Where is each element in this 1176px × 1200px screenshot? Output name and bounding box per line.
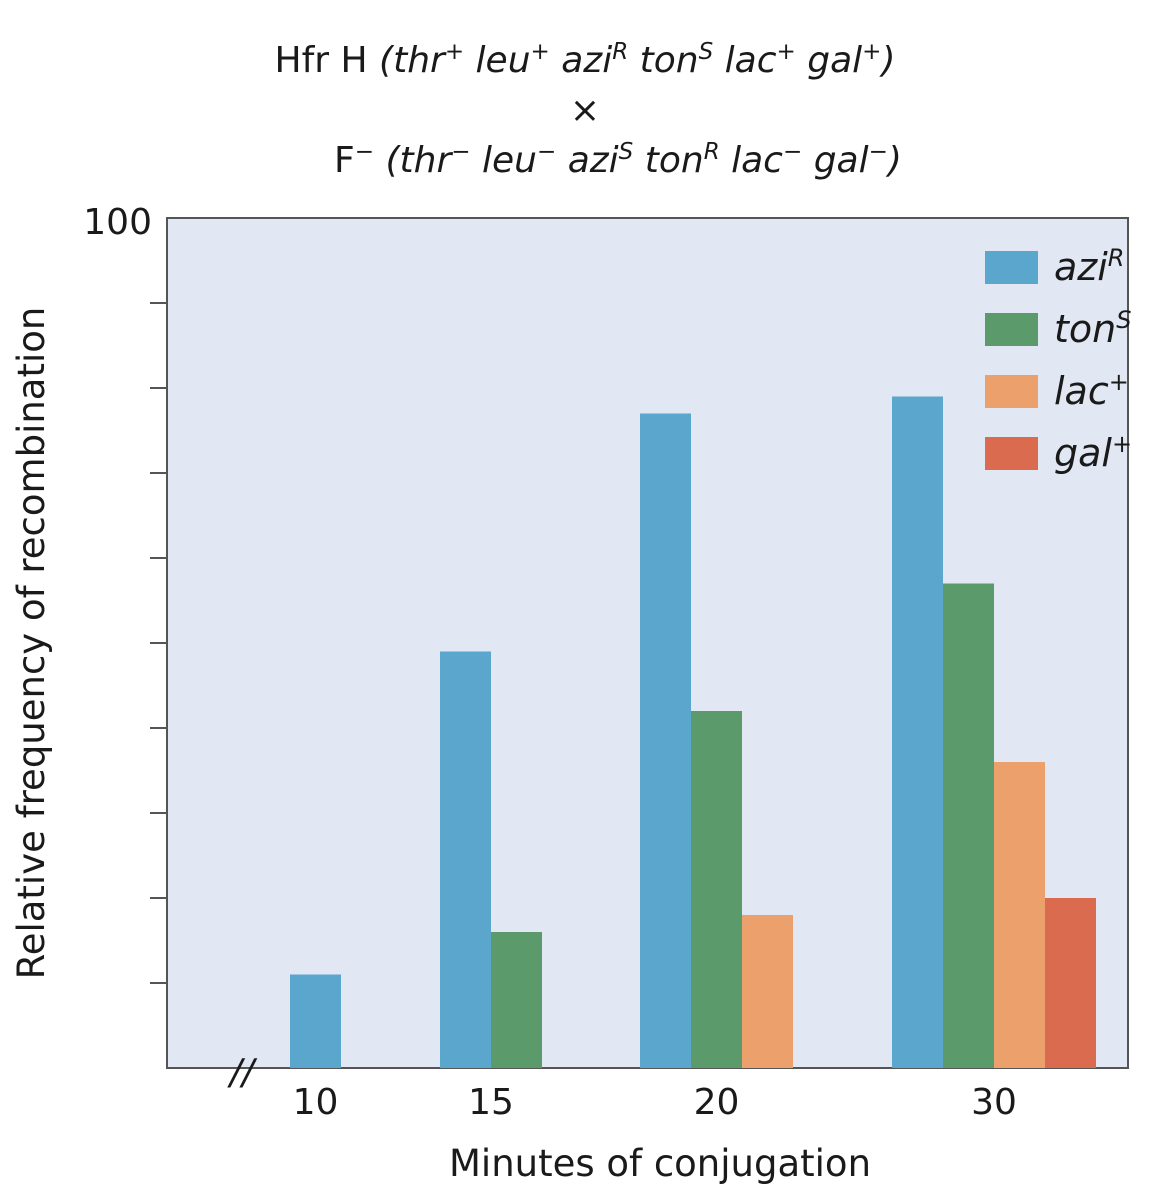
legend-label-gal: gal+: [1054, 430, 1132, 475]
legend-label-lac: lac+: [1054, 368, 1129, 413]
bars-group: [290, 396, 1096, 1068]
title-line-f-minus: F− (thr− leu− aziS tonR lac− gal−): [334, 139, 902, 181]
legend-swatch-azi: [985, 251, 1038, 284]
x-tick-label-30: 30: [971, 1082, 1017, 1123]
bar-azi-30: [892, 396, 943, 1068]
x-axis-tick-labels: 10 15 20 30: [293, 1082, 1017, 1123]
bar-ton-15: [491, 932, 542, 1068]
x-tick-label-20: 20: [694, 1082, 740, 1123]
legend-swatch-gal: [985, 437, 1038, 470]
axis-break-mark: //: [227, 1052, 258, 1093]
legend-label-azi: aziR: [1054, 244, 1124, 289]
legend-swatch-lac: [985, 375, 1038, 408]
x-tick-label-15: 15: [468, 1082, 514, 1123]
legend: aziR tonS lac+ gal+: [985, 244, 1132, 475]
bar-ton-20: [691, 711, 742, 1068]
bar-ton-30: [943, 583, 994, 1068]
title-line-hfr: Hfr H (thr+ leu+ aziR tonS lac+ gal+): [275, 39, 896, 81]
title-cross-symbol: ×: [570, 90, 600, 131]
bar-gal-30: [1045, 898, 1096, 1068]
bar-azi-15: [440, 651, 491, 1068]
bar-lac-20: [742, 915, 793, 1068]
legend-label-ton: tonS: [1054, 306, 1131, 351]
bar-azi-20: [640, 413, 691, 1068]
y-axis-title: Relative frequency of recombination: [10, 307, 53, 980]
bar-lac-30: [994, 762, 1045, 1068]
legend-swatch-ton: [985, 313, 1038, 346]
y-tick-label-top: 100: [83, 202, 152, 243]
x-tick-label-10: 10: [293, 1082, 339, 1123]
x-axis-title: Minutes of conjugation: [449, 1142, 871, 1185]
bar-azi-10: [290, 974, 341, 1068]
y-axis-ticks: [150, 302, 167, 984]
chart-title: Hfr H (thr+ leu+ aziR tonS lac+ gal+) × …: [275, 39, 902, 181]
